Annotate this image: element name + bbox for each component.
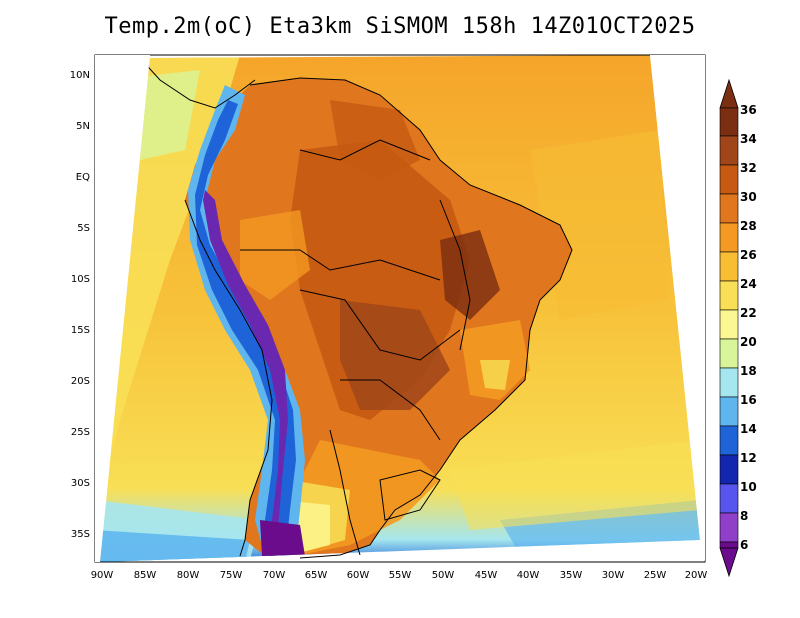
colorbar-label: 24	[740, 277, 757, 291]
central-america-outline	[139, 57, 256, 109]
colorbar-label: 10	[740, 480, 757, 494]
colorbar-label: 18	[740, 364, 757, 378]
colorbar-box	[719, 164, 739, 195]
lon-axis: 90W 85W 80W 75W 70W 65W 60W 55W 50W 45W …	[91, 570, 708, 581]
lat-label: 5N	[76, 121, 90, 132]
lon-label: 40W	[517, 570, 540, 581]
lon-label: 70W	[263, 570, 286, 581]
colorbar-box	[719, 396, 739, 427]
colorbar-box	[719, 280, 739, 311]
chart-title: Temp.2m(oC) Eta3km SiSMOM 158h 14Z01OCT2…	[104, 14, 696, 39]
lat-label: 25S	[71, 427, 90, 438]
colorbar: 36 34 32 30 28 26 24 22 20 18 16 14 12 1…	[719, 78, 757, 578]
lon-label: 65W	[305, 570, 328, 581]
lat-label: 30S	[71, 478, 90, 489]
colorbar-top-arrow	[719, 78, 739, 109]
colorbar-box	[719, 135, 739, 166]
lat-label: 10N	[70, 70, 90, 81]
colorbar-box	[719, 454, 739, 485]
land-temperature	[185, 78, 572, 558]
lon-label: 85W	[134, 570, 157, 581]
lat-label: EQ	[76, 172, 90, 183]
colorbar-box	[719, 367, 739, 398]
colorbar-label: 36	[740, 103, 757, 117]
colorbar-label: 14	[740, 422, 757, 436]
colorbar-label: 30	[740, 190, 757, 204]
lon-label: 55W	[389, 570, 412, 581]
colorbar-box	[719, 251, 739, 282]
country-borders	[184, 77, 573, 559]
colorbar-box	[719, 425, 739, 456]
lon-label: 80W	[177, 570, 200, 581]
lon-label: 30W	[602, 570, 625, 581]
lon-label: 60W	[347, 570, 370, 581]
lon-label: 25W	[644, 570, 667, 581]
colorbar-box	[719, 541, 739, 549]
colorbar-label: 20	[740, 335, 757, 349]
colorbar-label: 28	[740, 219, 757, 233]
colorbar-box	[719, 309, 739, 340]
colorbar-box	[719, 193, 739, 224]
colorbar-box	[719, 338, 739, 369]
colorbar-label: 16	[740, 393, 757, 407]
colorbar-label: 26	[740, 248, 757, 262]
lon-label: 75W	[220, 570, 243, 581]
colorbar-label: 22	[740, 306, 757, 320]
lon-label: 20W	[685, 570, 708, 581]
colorbar-label: 32	[740, 161, 757, 175]
lon-label: 35W	[560, 570, 583, 581]
lat-axis: 10N 5N EQ 5S 10S 15S 20S 25S 30S 35S	[70, 70, 90, 540]
colorbar-label: 8	[740, 509, 748, 523]
colorbar-box	[719, 483, 739, 514]
colorbar-label: 6	[740, 538, 748, 552]
colorbar-box	[719, 512, 739, 543]
colorbar-box	[719, 222, 739, 253]
lat-label: 5S	[77, 223, 90, 234]
colorbar-label: 12	[740, 451, 757, 465]
lat-label: 20S	[71, 376, 90, 387]
colorbar-label: 34	[740, 132, 757, 146]
colorbar-bottom-arrow	[719, 547, 739, 578]
lat-label: 10S	[71, 274, 90, 285]
lat-label: 35S	[71, 529, 90, 540]
lon-label: 45W	[475, 570, 498, 581]
colorbar-box	[719, 107, 739, 137]
lat-label: 15S	[71, 325, 90, 336]
lon-label: 50W	[432, 570, 455, 581]
lon-label: 90W	[91, 570, 114, 581]
